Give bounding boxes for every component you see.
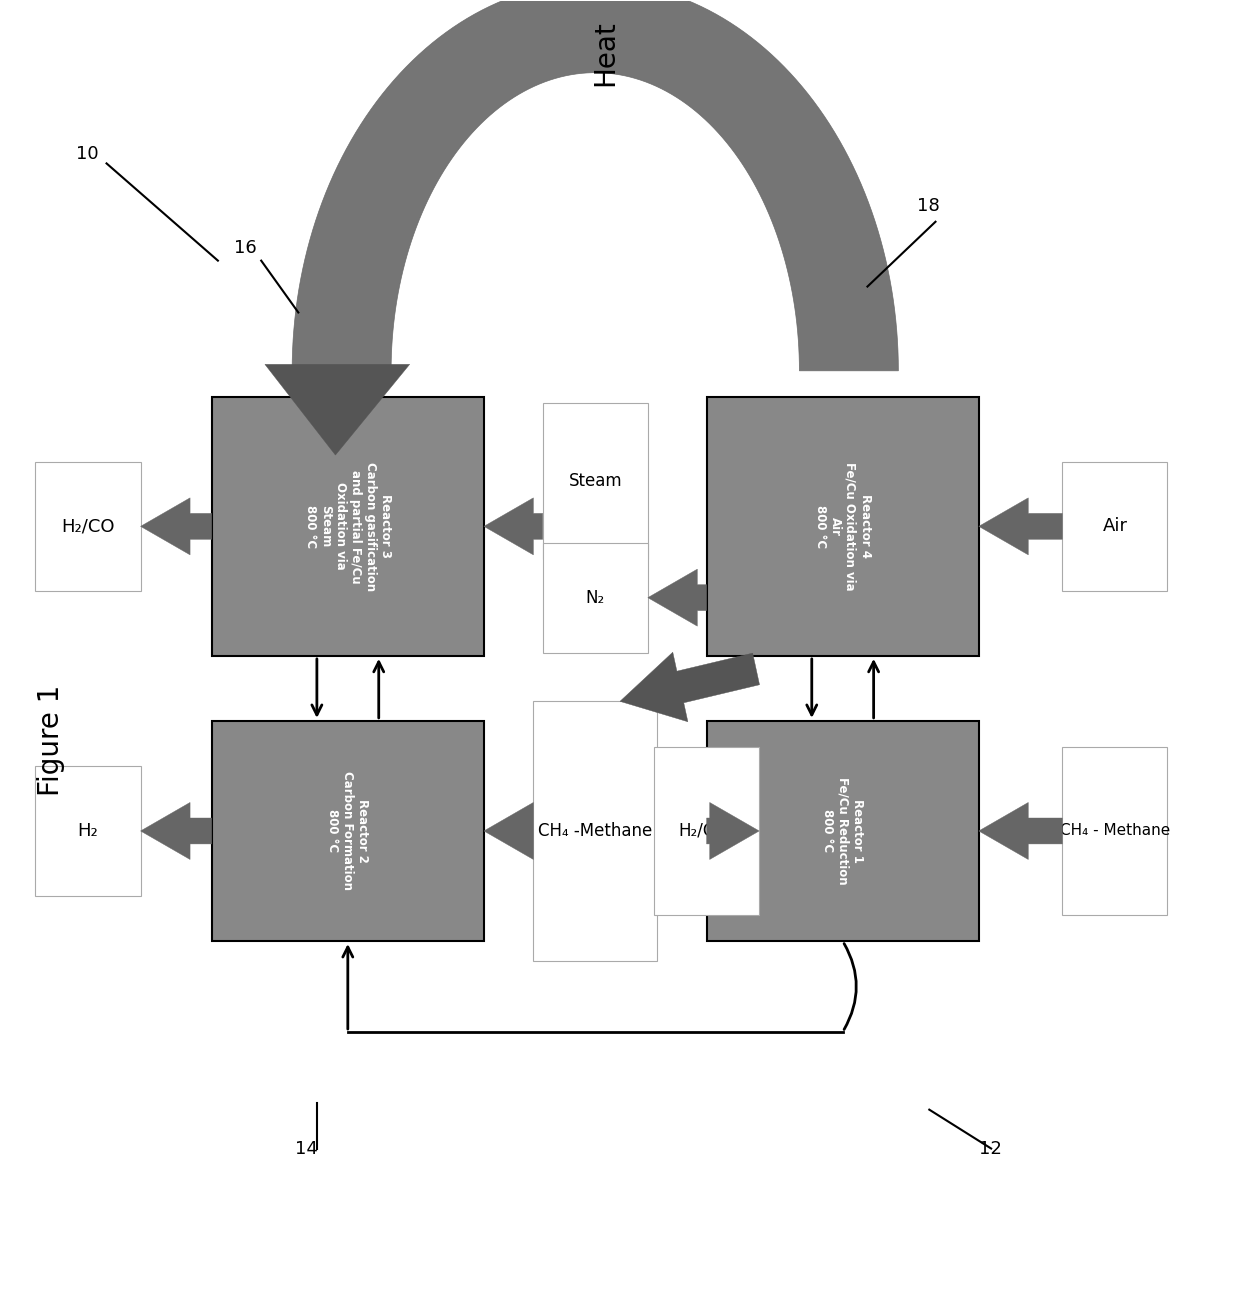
FancyBboxPatch shape (1063, 747, 1168, 916)
Text: 18: 18 (916, 197, 940, 216)
Text: 12: 12 (978, 1139, 1002, 1157)
Text: Steam: Steam (568, 472, 622, 490)
Polygon shape (484, 498, 543, 555)
Text: CH₄ - Methane: CH₄ - Methane (1060, 824, 1171, 838)
Polygon shape (978, 498, 1063, 555)
FancyBboxPatch shape (543, 403, 647, 559)
Polygon shape (647, 569, 707, 626)
Text: Heat: Heat (591, 21, 619, 86)
Text: N₂: N₂ (585, 588, 605, 607)
Text: 14: 14 (295, 1139, 317, 1157)
FancyBboxPatch shape (212, 396, 484, 656)
Polygon shape (978, 803, 1063, 860)
Text: Air: Air (1102, 517, 1127, 535)
FancyBboxPatch shape (707, 396, 978, 656)
FancyBboxPatch shape (36, 766, 140, 896)
Text: H₂/CO: H₂/CO (61, 517, 115, 535)
Polygon shape (484, 803, 533, 860)
Text: Reactor 2
Carbon Formation
800 °C: Reactor 2 Carbon Formation 800 °C (326, 772, 370, 891)
Polygon shape (140, 498, 212, 555)
FancyBboxPatch shape (212, 721, 484, 942)
Polygon shape (293, 0, 898, 370)
Polygon shape (140, 803, 212, 860)
Text: Reactor 3
Carbon gasification
and partial Fe/Cu
Oxidation via
Steam
800 °C: Reactor 3 Carbon gasification and partia… (304, 462, 392, 591)
Text: H₂/CO₂: H₂/CO₂ (678, 822, 734, 840)
FancyBboxPatch shape (653, 747, 759, 916)
Polygon shape (620, 652, 760, 722)
FancyBboxPatch shape (533, 701, 657, 960)
Text: CH₄ -Methane: CH₄ -Methane (538, 822, 652, 840)
Text: 10: 10 (76, 145, 98, 164)
Text: Reactor 1
Fe/Cu Reduction
800 °C: Reactor 1 Fe/Cu Reduction 800 °C (821, 777, 864, 885)
Polygon shape (707, 803, 759, 860)
FancyBboxPatch shape (543, 543, 647, 652)
FancyBboxPatch shape (707, 721, 978, 942)
Text: 16: 16 (234, 239, 257, 257)
Polygon shape (265, 364, 409, 455)
Text: H₂: H₂ (78, 822, 98, 840)
FancyBboxPatch shape (1063, 461, 1168, 591)
FancyBboxPatch shape (36, 461, 140, 591)
Text: Reactor 4
Fe/Cu Oxidation via
Air
800 °C: Reactor 4 Fe/Cu Oxidation via Air 800 °C (813, 462, 872, 591)
Text: Figure 1: Figure 1 (37, 685, 64, 796)
